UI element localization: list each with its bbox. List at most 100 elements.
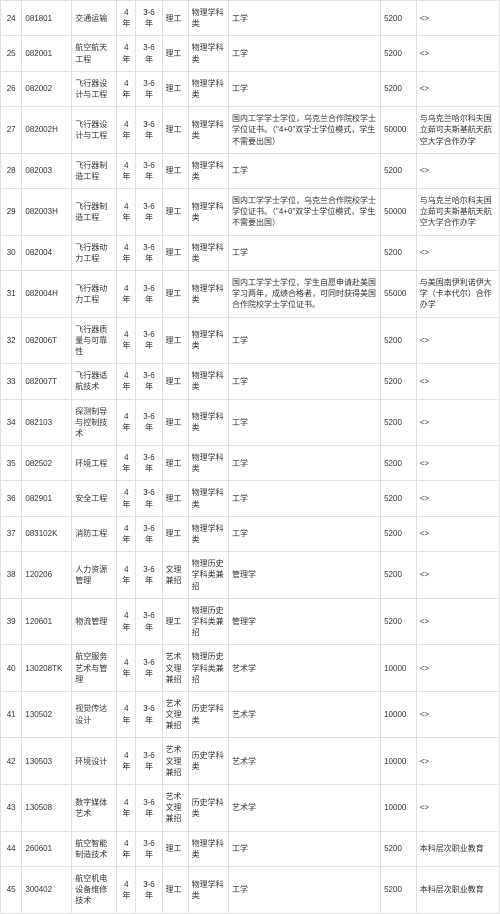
table-row: 45300402航空机电设备维修技术4年3-6年理工物理学科类工学5200本科层… — [1, 866, 500, 913]
cell-duration: 4年 — [117, 1, 136, 36]
cell-duration: 4年 — [117, 645, 136, 692]
cell-note: 与美国南伊利诺伊大学（卡本代尔）合作办学 — [416, 271, 499, 318]
cell-idx: 42 — [1, 738, 22, 785]
cell-name: 数字媒体艺术 — [72, 785, 117, 832]
cell-name: 飞行器制造工程 — [72, 189, 117, 236]
table-row: 32082006T飞行器质量与可靠性4年3-6年理工物理学科类工学5200<> — [1, 317, 500, 364]
cell-note: 本科层次职业教育 — [416, 831, 499, 866]
cell-duration: 4年 — [117, 552, 136, 599]
cell-range: 3-6年 — [136, 481, 162, 516]
table-row: 44260601航空智能制造技术4年3-6年理工物理学科类工学5200本科层次职… — [1, 831, 500, 866]
cell-fee: 5200 — [381, 598, 417, 645]
cell-subject: 物理学科类 — [188, 107, 228, 154]
table-row: 24081801交通运输4年3-6年理工物理学科类工学5200<> — [1, 1, 500, 36]
cell-range: 3-6年 — [136, 738, 162, 785]
cell-note: <> — [416, 598, 499, 645]
cell-range: 3-6年 — [136, 107, 162, 154]
cell-duration: 4年 — [117, 598, 136, 645]
cell-fee: 55000 — [381, 271, 417, 318]
cell-range: 3-6年 — [136, 831, 162, 866]
cell-type: 理工 — [162, 364, 188, 399]
cell-duration: 4年 — [117, 866, 136, 913]
cell-duration: 4年 — [117, 446, 136, 481]
cell-type: 理工 — [162, 481, 188, 516]
table-row: 28082003飞行器制造工程4年3-6年理工物理学科类工学5200<> — [1, 153, 500, 188]
cell-type: 艺术文理兼招 — [162, 785, 188, 832]
table-row: 35082502环境工程4年3-6年理工物理学科类工学5200<> — [1, 446, 500, 481]
cell-degree: 工学 — [229, 399, 381, 446]
cell-note: <> — [416, 516, 499, 551]
table-row: 29082003H飞行器制造工程4年3-6年理工物理学科类国内工学学士学位，乌克… — [1, 189, 500, 236]
table-row: 31082004H飞行器动力工程4年3-6年理工物理学科类国内工学学士学位，学生… — [1, 271, 500, 318]
cell-fee: 5200 — [381, 71, 417, 106]
cell-range: 3-6年 — [136, 71, 162, 106]
cell-type: 理工 — [162, 317, 188, 364]
cell-note: <> — [416, 785, 499, 832]
cell-idx: 36 — [1, 481, 22, 516]
cell-code: 130208TK — [22, 645, 72, 692]
cell-range: 3-6年 — [136, 645, 162, 692]
cell-name: 飞行器适航技术 — [72, 364, 117, 399]
table-row: 41130502视觉传达设计4年3-6年艺术文理兼招历史学科类艺术学10000<… — [1, 691, 500, 738]
cell-range: 3-6年 — [136, 153, 162, 188]
cell-duration: 4年 — [117, 364, 136, 399]
cell-code: 082103 — [22, 399, 72, 446]
cell-duration: 4年 — [117, 71, 136, 106]
cell-code: 120601 — [22, 598, 72, 645]
cell-name: 飞行器设计与工程 — [72, 71, 117, 106]
cell-code: 082003 — [22, 153, 72, 188]
cell-range: 3-6年 — [136, 399, 162, 446]
cell-subject: 物理历史学科类兼招 — [188, 552, 228, 599]
cell-degree: 艺术学 — [229, 691, 381, 738]
cell-name: 物流管理 — [72, 598, 117, 645]
cell-code: 082004H — [22, 271, 72, 318]
cell-fee: 50000 — [381, 189, 417, 236]
cell-subject: 物理学科类 — [188, 446, 228, 481]
cell-fee: 10000 — [381, 645, 417, 692]
program-table: 24081801交通运输4年3-6年理工物理学科类工学5200<>25 08200… — [0, 0, 500, 914]
cell-idx: 35 — [1, 446, 22, 481]
cell-code: 082002H — [22, 107, 72, 154]
cell-duration: 4年 — [117, 831, 136, 866]
cell-note: 与乌克兰哈尔科夫国立茹可夫斯基航天航空大学合作办学 — [416, 107, 499, 154]
cell-degree: 工学 — [229, 71, 381, 106]
cell-code: 082006T — [22, 317, 72, 364]
cell-idx: 40 — [1, 645, 22, 692]
cell-idx: 31 — [1, 271, 22, 318]
cell-name: 航空服务艺术与管理 — [72, 645, 117, 692]
table-body: 24081801交通运输4年3-6年理工物理学科类工学5200<>25 08200… — [1, 1, 500, 914]
cell-note: <> — [416, 1, 499, 36]
cell-duration: 4年 — [117, 36, 136, 71]
cell-note: <> — [416, 364, 499, 399]
cell-code: 083102K — [22, 516, 72, 551]
cell-name: 消防工程 — [72, 516, 117, 551]
cell-range: 3-6年 — [136, 1, 162, 36]
cell-subject: 物理学科类 — [188, 317, 228, 364]
cell-note: <> — [416, 552, 499, 599]
table-row: 26082002飞行器设计与工程4年3-6年理工物理学科类工学5200<> — [1, 71, 500, 106]
cell-subject: 物理历史学科类兼招 — [188, 598, 228, 645]
cell-type: 理工 — [162, 1, 188, 36]
cell-duration: 4年 — [117, 481, 136, 516]
cell-range: 3-6年 — [136, 364, 162, 399]
cell-name: 航空航天工程 — [72, 36, 117, 71]
cell-subject: 物理学科类 — [188, 153, 228, 188]
cell-fee: 50000 — [381, 107, 417, 154]
cell-degree: 工学 — [229, 866, 381, 913]
table-row: 38120206人力资源管理4年3-6年文理兼招物理历史学科类兼招管理学5200… — [1, 552, 500, 599]
cell-type: 理工 — [162, 446, 188, 481]
table-row: 36082901安全工程4年3-6年理工物理学科类工学5200<> — [1, 481, 500, 516]
cell-fee: 5200 — [381, 481, 417, 516]
cell-range: 3-6年 — [136, 516, 162, 551]
cell-name: 飞行器动力工程 — [72, 271, 117, 318]
cell-code: 130502 — [22, 691, 72, 738]
cell-name: 视觉传达设计 — [72, 691, 117, 738]
cell-degree: 国内工学学士学位，乌克兰合作院校学士学位证书。（"4+0"双学士学位模式，学生不… — [229, 189, 381, 236]
cell-code: 300402 — [22, 866, 72, 913]
cell-idx: 25 — [1, 36, 22, 71]
cell-name: 安全工程 — [72, 481, 117, 516]
cell-fee: 5200 — [381, 399, 417, 446]
cell-degree: 工学 — [229, 516, 381, 551]
cell-name: 探测制导与控制技术 — [72, 399, 117, 446]
cell-code: 082003H — [22, 189, 72, 236]
